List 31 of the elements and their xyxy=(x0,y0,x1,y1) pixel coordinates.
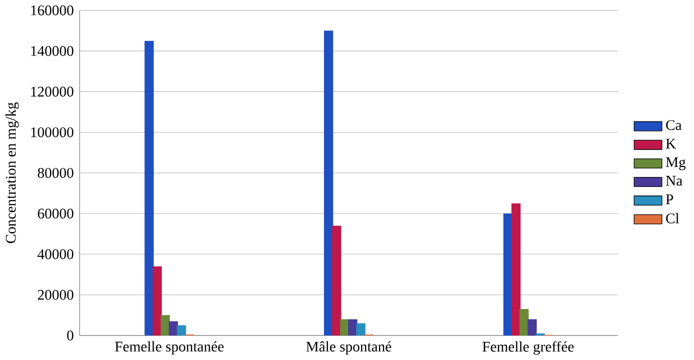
bar xyxy=(332,226,342,336)
y-tick-label: 100000 xyxy=(31,127,74,138)
legend-label: Cl xyxy=(666,212,680,224)
bar xyxy=(511,203,521,336)
bar xyxy=(348,319,358,336)
y-tick-label: 80000 xyxy=(38,168,74,178)
legend-label: Na xyxy=(666,176,682,186)
bar xyxy=(152,266,162,336)
legend-label: K xyxy=(666,138,676,148)
y-tick-label: 60000 xyxy=(38,208,74,218)
x-tick-label: Mâle spontané xyxy=(306,341,392,354)
legend-label: Mg xyxy=(666,157,686,170)
y-axis-title: Concentration en mg/kg xyxy=(5,102,19,244)
bar xyxy=(324,30,334,336)
x-tick-label: Femelle greffée xyxy=(482,341,574,355)
legend-label: Ca xyxy=(666,120,682,130)
y-tick-label: 20000 xyxy=(38,290,74,300)
y-tick-label: 160000 xyxy=(31,5,74,16)
y-tick-label: 0 xyxy=(67,330,74,340)
y-tick-label: 40000 xyxy=(38,249,74,260)
bar xyxy=(176,325,186,336)
bar xyxy=(356,323,366,336)
bar xyxy=(520,308,529,336)
bar xyxy=(160,315,170,336)
bar xyxy=(144,40,154,336)
x-tick-label: Femelle spontanée xyxy=(115,341,224,354)
y-tick-label: 140000 xyxy=(31,46,74,56)
bar xyxy=(168,321,178,336)
bar xyxy=(528,319,537,336)
y-tick-label: 120000 xyxy=(31,86,74,97)
legend-label: P xyxy=(666,194,674,204)
